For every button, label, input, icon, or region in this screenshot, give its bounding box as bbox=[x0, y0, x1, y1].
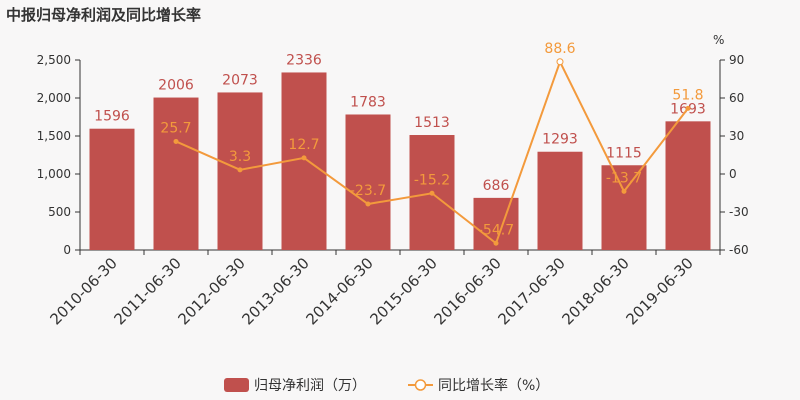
growth-value-label: -15.2 bbox=[414, 172, 450, 188]
growth-line bbox=[173, 58, 691, 246]
x-tick-label: 2010-06-30 bbox=[46, 254, 120, 328]
growth-value-label: 25.7 bbox=[160, 120, 191, 136]
bar bbox=[153, 97, 199, 250]
bar bbox=[345, 114, 391, 250]
bar-value-label: 2073 bbox=[222, 72, 258, 88]
x-tick-label: 2016-06-30 bbox=[430, 254, 504, 328]
growth-value-label: 88.6 bbox=[544, 41, 575, 57]
left-axis-tick-label: 1,500 bbox=[37, 129, 71, 143]
bar-value-label: 1293 bbox=[542, 132, 578, 148]
left-axis-tick-label: 2,000 bbox=[37, 91, 71, 105]
growth-value-label: 51.8 bbox=[672, 87, 703, 103]
growth-point bbox=[685, 105, 691, 111]
bar-value-label: 2006 bbox=[158, 78, 194, 94]
x-tick-label: 2013-06-30 bbox=[238, 254, 312, 328]
x-tick-labels: 2010-06-302011-06-302012-06-302013-06-30… bbox=[46, 254, 696, 328]
bar-value-label: 1115 bbox=[606, 145, 642, 161]
growth-point bbox=[173, 138, 179, 144]
bar-value-label: 1596 bbox=[94, 109, 130, 125]
bar-value-label: 1513 bbox=[414, 115, 450, 131]
growth-point bbox=[621, 188, 627, 194]
bar bbox=[537, 151, 583, 250]
legend-bar-label[interactable]: 归母净利润（万） bbox=[254, 377, 366, 394]
legend-bar-swatch[interactable] bbox=[224, 378, 249, 392]
x-tick-label: 2011-06-30 bbox=[110, 254, 184, 328]
right-axis-tick-label: 0 bbox=[729, 167, 737, 181]
growth-point bbox=[429, 190, 435, 196]
chart-title: 中报归母净利润及同比增长率 bbox=[6, 6, 201, 24]
x-tick-label: 2014-06-30 bbox=[302, 254, 376, 328]
growth-point bbox=[237, 167, 243, 173]
right-axis-tick-label: 60 bbox=[729, 91, 744, 105]
right-axis-unit: % bbox=[713, 33, 724, 47]
line-labels: 25.7 3.3 12.7 -23.7 -15.2 -54.7 88.6 -13.7 51.8 bbox=[160, 41, 703, 239]
growth-point bbox=[301, 155, 307, 161]
right-axis-tick-label: 30 bbox=[729, 129, 744, 143]
growth-value-label: 3.3 bbox=[229, 149, 251, 165]
x-tick-label: 2019-06-30 bbox=[622, 254, 696, 328]
growth-value-label: 12.7 bbox=[288, 137, 319, 153]
bars bbox=[89, 72, 711, 251]
bar-labels: 159620062073233617831513686129311151693 bbox=[94, 52, 706, 193]
growth-value-label: -23.7 bbox=[350, 183, 386, 199]
growth-value-label: -13.7 bbox=[606, 170, 642, 186]
legend[interactable]: 归母净利润（万） 同比增长率（%） bbox=[224, 377, 549, 394]
right-axis-tick-label: 90 bbox=[729, 53, 744, 67]
x-tick-label: 2012-06-30 bbox=[174, 254, 248, 328]
growth-point bbox=[493, 240, 499, 246]
left-axis-tick-label: 1,000 bbox=[37, 167, 71, 181]
bar-value-label: 2336 bbox=[286, 52, 322, 68]
x-tick-label: 2017-06-30 bbox=[494, 254, 568, 328]
legend-line-marker[interactable] bbox=[414, 379, 427, 391]
legend-line-label[interactable]: 同比增长率（%） bbox=[438, 377, 549, 394]
right-axis-tick-label: -60 bbox=[729, 243, 749, 257]
bar-value-label: 1783 bbox=[350, 94, 386, 110]
right-axis-tick-label: -30 bbox=[729, 205, 749, 219]
bar-value-label: 686 bbox=[483, 178, 510, 194]
bar bbox=[601, 165, 647, 250]
bar bbox=[89, 128, 135, 250]
growth-point bbox=[365, 201, 371, 207]
growth-value-label: -54.7 bbox=[478, 222, 514, 238]
x-tick-label: 2018-06-30 bbox=[558, 254, 632, 328]
x-tick-label: 2015-06-30 bbox=[366, 254, 440, 328]
left-axis-tick-label: 0 bbox=[63, 243, 71, 257]
growth-point bbox=[556, 58, 564, 66]
bar bbox=[665, 121, 711, 250]
left-axis-tick-label: 500 bbox=[48, 205, 71, 219]
left-axis-tick-label: 2,500 bbox=[37, 53, 71, 67]
